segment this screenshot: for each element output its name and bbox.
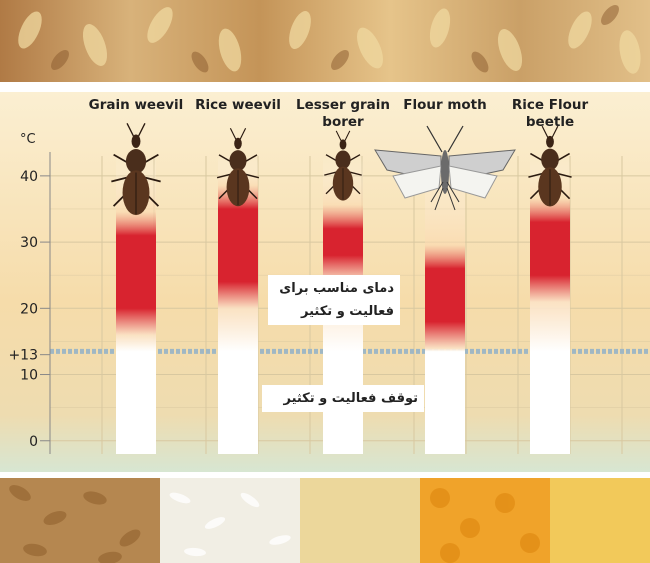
y-tick-label: 30 — [20, 235, 38, 251]
insect-thorax — [541, 148, 559, 171]
moth-antenna — [447, 125, 464, 153]
moth-leg — [446, 181, 460, 203]
insect-name-label: Flour moth — [403, 97, 487, 113]
y-axis-unit: °C — [20, 132, 36, 147]
insect-name-label: Rice weevil — [195, 97, 281, 113]
optimal-label-line-2: فعالیت و تکثیر — [301, 304, 394, 319]
rice-weevil-icon — [216, 128, 260, 207]
grains-texture — [9, 485, 540, 563]
y-tick-label: +13 — [8, 348, 38, 364]
moth-hindwing-left — [392, 165, 442, 199]
insect-name-label: borer — [322, 114, 364, 130]
corn-meal-photo — [550, 478, 650, 563]
moth-leg — [430, 181, 444, 203]
insect-thorax — [335, 150, 351, 170]
insect-head — [546, 135, 554, 148]
y-tick-label: 10 — [20, 368, 38, 384]
moth-hindwing-right — [448, 165, 498, 199]
insect-head — [131, 134, 141, 148]
bar-flour-moth — [425, 156, 465, 454]
insect-name-label: Grain weevil — [89, 97, 184, 113]
optimal-activity-label: دمای مناسب برای فعالیت و تکثیر — [268, 275, 400, 325]
y-tick-label: 40 — [20, 169, 38, 185]
insect-antenna — [551, 125, 559, 139]
insect-head — [339, 139, 347, 150]
lesser-grain-borer-icon — [324, 130, 362, 201]
insect-name-label: Rice Flour — [512, 97, 589, 113]
moth-body — [441, 150, 449, 194]
stopped-activity-label: توقف فعالیت و تکثیر — [262, 385, 424, 412]
insect-antenna — [335, 130, 342, 142]
insect-antenna — [137, 122, 146, 138]
y-tick-label: 0 — [29, 434, 38, 450]
insect-antenna — [126, 122, 135, 138]
chart-svg: °C 40 30 20 +13 10 0 Grain weevil Rice weevil Le… — [0, 92, 650, 472]
insect-name-label: beetle — [526, 114, 574, 130]
y-tick-label: 20 — [20, 301, 38, 317]
insect-head — [234, 137, 242, 150]
moth-leg — [434, 187, 444, 211]
insect-antenna — [344, 130, 351, 142]
stopped-label-text: توقف فعالیت و تکثیر — [283, 391, 418, 406]
insect-thorax — [125, 149, 147, 174]
insect-antenna — [239, 128, 247, 140]
grain-weevil-icon — [111, 122, 161, 216]
rice-flour-beetle-icon — [528, 125, 572, 207]
insect-antenna — [229, 128, 237, 140]
moth-leg — [446, 187, 456, 211]
grains-photo — [0, 478, 650, 563]
temperature-chart: °C 40 30 20 +13 10 0 Grain weevil Rice weevil Le… — [0, 92, 650, 472]
flour-moth-icon — [374, 125, 516, 211]
insect-thorax — [229, 150, 247, 172]
flour-photo — [300, 478, 420, 563]
insect-antenna — [541, 125, 549, 139]
moth-antenna — [426, 125, 443, 153]
rice-grains-photo — [160, 478, 300, 563]
optimal-label-line-1: دمای مناسب برای — [279, 281, 394, 296]
wheat-ears-illustration — [18, 5, 641, 74]
wheat-ears-photo — [0, 0, 650, 82]
insect-name-label: Lesser grain — [296, 97, 390, 113]
